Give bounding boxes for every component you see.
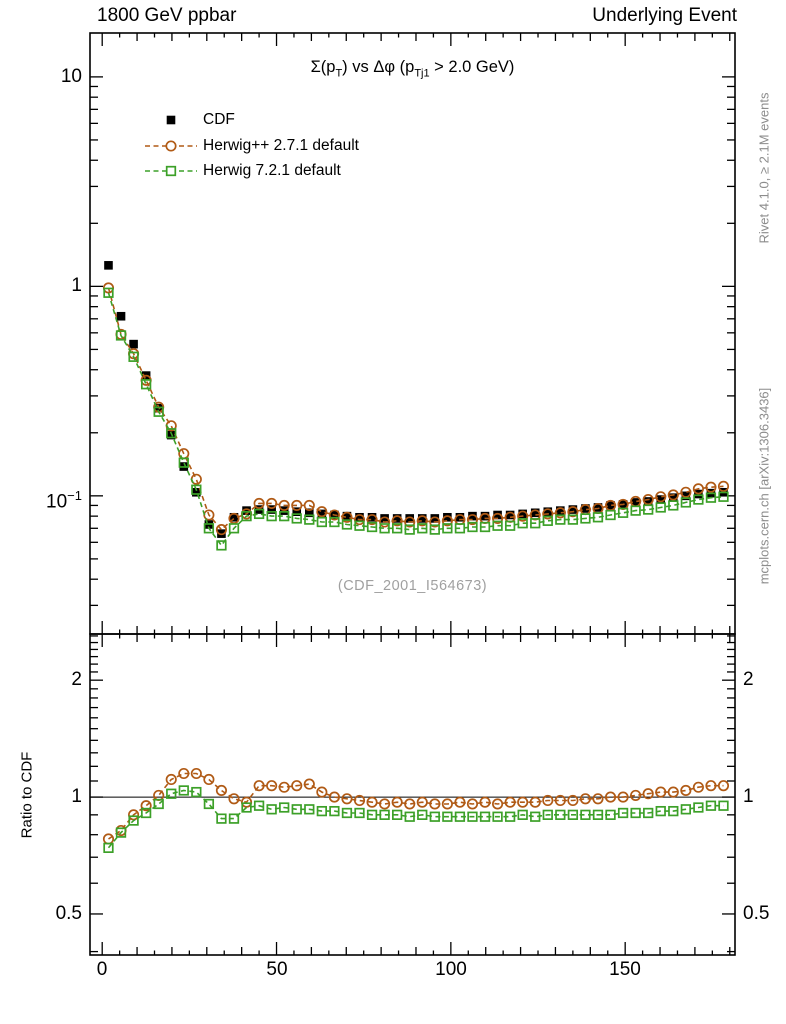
ratio-herwigpp-line bbox=[108, 772, 724, 840]
analysis-id-watermark: (CDF_2001_I564673) bbox=[337, 578, 488, 594]
beam-energy-title: 1800 GeV ppbar bbox=[97, 5, 237, 26]
main-y-tick-10: 10 bbox=[26, 66, 82, 88]
ratio-panel-frame bbox=[89, 633, 736, 956]
series-herwigpp-points bbox=[102, 282, 730, 536]
ratio-y-tick-2-right: 2 bbox=[743, 669, 754, 690]
main-y-tick-0p1: 10−1 bbox=[26, 485, 82, 513]
ratio-y-tick-1-left: 1 bbox=[71, 786, 82, 807]
ratio-herwig7-points bbox=[103, 785, 729, 853]
main-y-tick-0p1-exp: −1 bbox=[67, 488, 82, 503]
x-tick-0: 0 bbox=[96, 959, 108, 980]
plot-title-sub2: Tj1 bbox=[414, 67, 430, 80]
x-tick-100: 100 bbox=[435, 959, 467, 980]
ratio-y-tick-2-left: 2 bbox=[71, 669, 82, 690]
legend-label-herwig7: Herwig 7.2.1 default bbox=[203, 162, 341, 179]
plot-title-text3: > 2.0 GeV) bbox=[429, 58, 515, 76]
ratio-herwig7-line bbox=[107, 789, 724, 849]
ratio-y-tick-0p5-left: 0.5 bbox=[55, 903, 82, 924]
plot-title-sub1: T bbox=[335, 67, 343, 80]
ratio-herwigpp-points bbox=[102, 767, 730, 845]
rivet-version-note: Rivet 4.1.0, ≥ 2.1M events bbox=[756, 92, 772, 244]
main-y-tick-10-text: 10 bbox=[60, 66, 82, 87]
plot-title-text: Σ(p bbox=[310, 58, 336, 76]
legend-marker-herwigpp bbox=[165, 140, 177, 152]
x-tick-150: 150 bbox=[609, 959, 641, 980]
main-y-tick-1: 1 bbox=[26, 275, 82, 297]
main-panel-frame bbox=[89, 32, 736, 635]
axis-ticks bbox=[90, 33, 735, 955]
ratio-y-tick-1-right: 1 bbox=[743, 786, 754, 807]
plot-title-text2: ) vs Δφ (p bbox=[342, 58, 415, 76]
series-herwigpp-line bbox=[107, 287, 724, 531]
ratio-y-axis-label: Ratio to CDF bbox=[18, 751, 36, 839]
legend-label-herwigpp: Herwig++ 2.7.1 default bbox=[203, 137, 359, 154]
x-tick-50: 50 bbox=[266, 959, 288, 980]
main-y-tick-0p1-base: 10 bbox=[46, 491, 68, 513]
legend-marker-herwig7 bbox=[165, 165, 177, 177]
series-herwig7-points bbox=[103, 287, 729, 551]
main-y-tick-1-text: 1 bbox=[71, 275, 82, 296]
legend-marker-cdf bbox=[166, 115, 176, 125]
series-herwig7-line bbox=[107, 292, 724, 547]
plot-title: Σ(pT) vs Δφ (pTj1 > 2.0 GeV) bbox=[90, 58, 735, 79]
ratio-y-tick-0p5-right: 0.5 bbox=[743, 903, 770, 924]
analysis-group-title: Underlying Event bbox=[592, 5, 737, 26]
mcplots-arxiv-note: mcplots.cern.ch [arXiv:1306.3436] bbox=[756, 387, 772, 585]
legend-label-cdf: CDF bbox=[203, 111, 235, 128]
legend-markers bbox=[145, 115, 197, 177]
